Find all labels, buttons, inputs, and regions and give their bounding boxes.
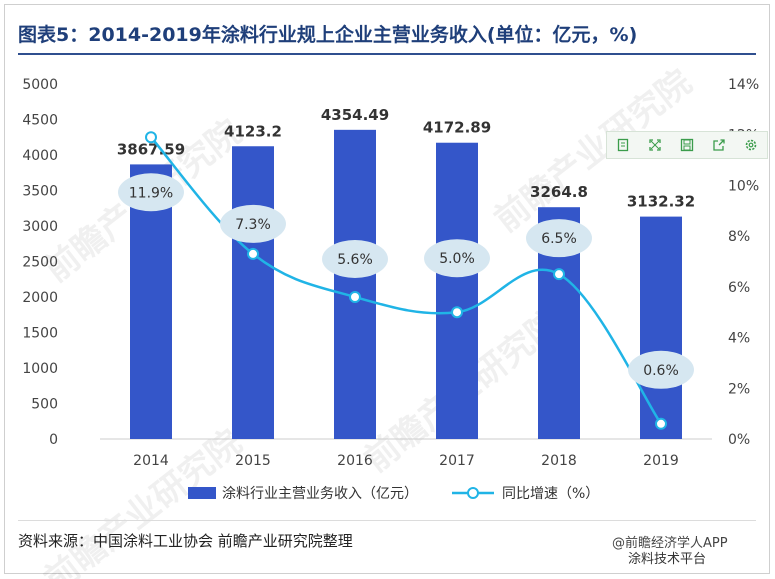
share-icon[interactable] — [710, 136, 728, 154]
bar-label-group: 3867.59 4123.2 4354.49 4172.89 3264.8 3132.32 — [117, 106, 695, 211]
y-tick-right: 6% — [728, 280, 750, 296]
chart-frame — [4, 4, 770, 574]
save-icon[interactable] — [678, 136, 696, 154]
y-tick-left: 0 — [49, 432, 58, 448]
growth-point — [451, 306, 463, 319]
legend-line-label: 同比增速（%） — [502, 486, 599, 502]
y-tick-left: 1500 — [22, 326, 58, 342]
bar-value-label: 4354.49 — [321, 106, 389, 124]
y-tick-left: 3500 — [22, 184, 58, 200]
y-tick-left: 5000 — [22, 77, 58, 93]
growth-point — [655, 417, 667, 430]
y-tick-left: 500 — [31, 397, 58, 413]
growth-label-bubble — [628, 350, 694, 389]
x-tick-label: 2014 — [133, 453, 169, 469]
y-tick-left: 2500 — [22, 255, 58, 271]
growth-label: 11.9% — [129, 185, 173, 201]
y-tick-right: 8% — [728, 229, 750, 245]
bar-value-label: 3264.8 — [530, 183, 588, 201]
legend-line-marker — [467, 487, 479, 499]
growth-label-bubble — [220, 204, 286, 243]
growth-label: 6.5% — [541, 231, 577, 247]
growth-label: 0.6% — [643, 363, 679, 379]
growth-point — [553, 268, 565, 281]
x-tick-group: 2014 2015 2016 2017 2018 2019 — [133, 453, 679, 469]
y-tick-right: 14% — [728, 77, 759, 93]
y-tick-right: 4% — [728, 331, 750, 347]
x-tick-label: 2018 — [541, 453, 577, 469]
credit-text: @前瞻经济学人APP — [612, 536, 728, 551]
legend: 涂料行业主营业务收入（亿元） 同比增速（%） — [188, 486, 599, 502]
y-tick-right: 10% — [728, 178, 759, 194]
bar — [640, 216, 682, 439]
bar — [334, 129, 376, 439]
growth-label-bubble — [322, 240, 388, 278]
footer-rule — [18, 520, 756, 521]
legend-bar-label: 涂料行业主营业务收入（亿元） — [222, 486, 418, 502]
x-tick-label: 2017 — [439, 453, 475, 469]
growth-label: 5.6% — [337, 252, 373, 268]
bar-series — [130, 129, 682, 440]
source-note: 资料来源：中国涂料工业协会 前瞻产业研究院整理 — [18, 532, 353, 550]
y-tick-left: 3000 — [22, 219, 58, 235]
y-tick-right: 2% — [728, 381, 750, 397]
chart-title: 图表5：2014-2019年涂料行业规上企业主营业务收入(单位：亿元，%) — [18, 24, 638, 46]
bar — [436, 142, 478, 440]
growth-label-bubble — [526, 219, 592, 258]
credit-overlay-text: 涂料技术平台 — [628, 552, 707, 567]
line-series: 11.9% 7.3% 5.6% 5.0% 6.5% 0.6% — [118, 131, 694, 430]
growth-point — [247, 247, 259, 260]
settings-icon[interactable] — [742, 136, 760, 154]
bar — [232, 146, 274, 439]
x-tick-label: 2016 — [337, 453, 373, 469]
x-tick-label: 2019 — [643, 453, 679, 469]
y-tick-left: 1000 — [22, 361, 58, 377]
bar-value-label: 4172.89 — [423, 119, 491, 137]
watermark-text: 前瞻产业研究院 — [37, 422, 249, 579]
growth-label-bubble — [118, 173, 184, 212]
legend-bar-swatch — [188, 487, 216, 499]
growth-label-bubble — [424, 239, 490, 278]
left-axis: 0 500 1000 1500 2000 2500 3000 3500 4000 4500 5000 — [22, 77, 58, 448]
bar-value-label: 3132.32 — [627, 193, 695, 211]
y-tick-right: 0% — [728, 432, 750, 448]
growth-label: 7.3% — [235, 217, 271, 233]
expand-icon[interactable] — [646, 136, 664, 154]
y-tick-left: 4000 — [22, 148, 58, 164]
chart-toolbar — [606, 131, 768, 159]
y-tick-left: 2000 — [22, 290, 58, 306]
y-tick-left: 4500 — [22, 113, 58, 129]
title-underline — [18, 53, 756, 55]
x-tick-label: 2015 — [235, 453, 271, 469]
growth-label: 5.0% — [439, 251, 475, 267]
growth-point — [145, 131, 157, 144]
bar-value-label: 4123.2 — [224, 122, 282, 140]
bar-value-label: 3867.59 — [117, 140, 185, 158]
growth-point — [349, 291, 361, 303]
copy-icon[interactable] — [614, 136, 632, 154]
